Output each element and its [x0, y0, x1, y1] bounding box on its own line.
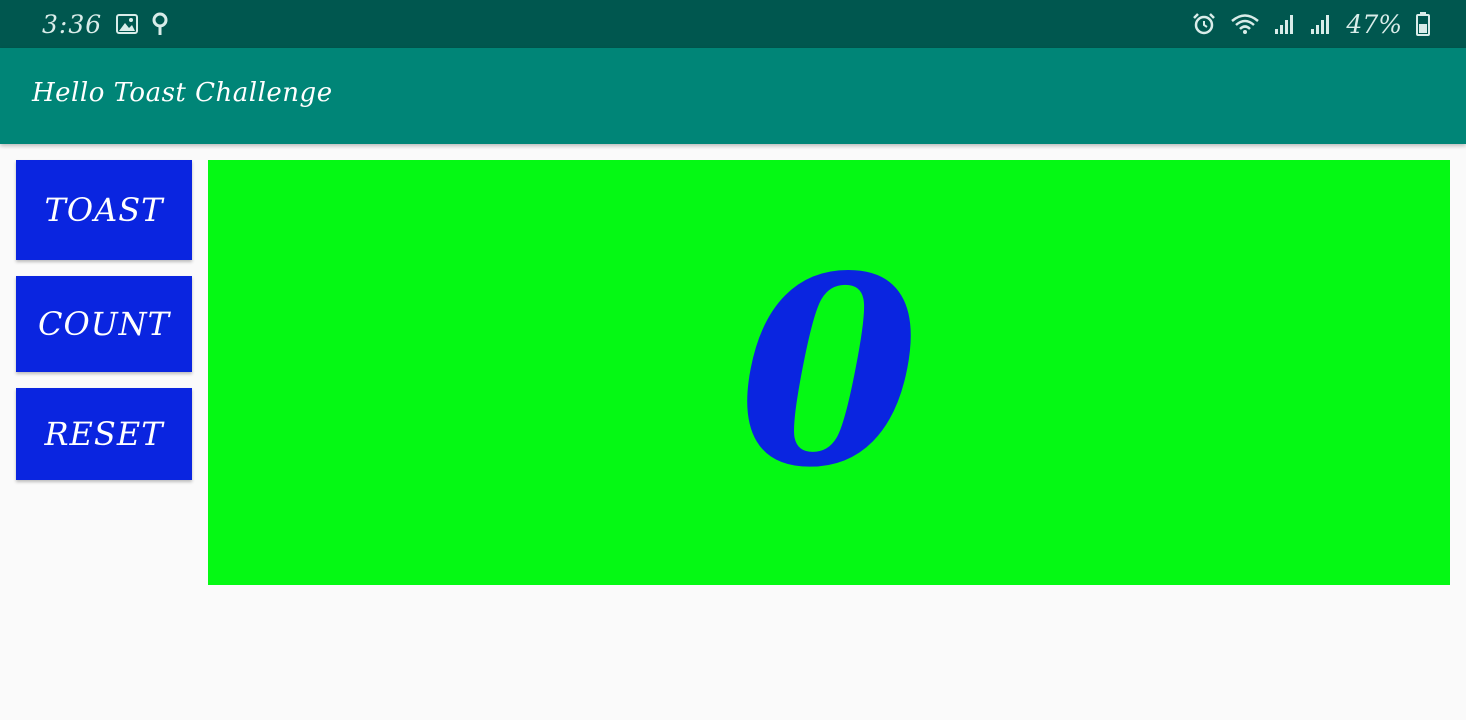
status-bar: 3:36 [0, 0, 1466, 48]
count-button[interactable]: COUNT [16, 276, 192, 372]
count-value: 0 [738, 219, 920, 525]
battery-percentage: 47% [1346, 9, 1402, 39]
status-time: 3:36 [42, 9, 103, 39]
toast-button[interactable]: TOAST [16, 160, 192, 260]
image-icon [116, 14, 139, 34]
reset-button[interactable]: RESET [16, 388, 192, 480]
status-left: 3:36 [42, 10, 168, 39]
status-right: 47% [1192, 10, 1430, 39]
alarm-icon [1192, 12, 1216, 36]
count-display: 0 [208, 160, 1450, 585]
signal-icon [1274, 13, 1296, 35]
wifi-icon [1230, 13, 1260, 35]
app-bar: Hello Toast Challenge [0, 48, 1466, 144]
app-title: Hello Toast Challenge [32, 78, 333, 108]
signal-icon [1310, 13, 1332, 35]
battery-icon [1416, 12, 1430, 36]
location-pin-icon [152, 12, 168, 36]
